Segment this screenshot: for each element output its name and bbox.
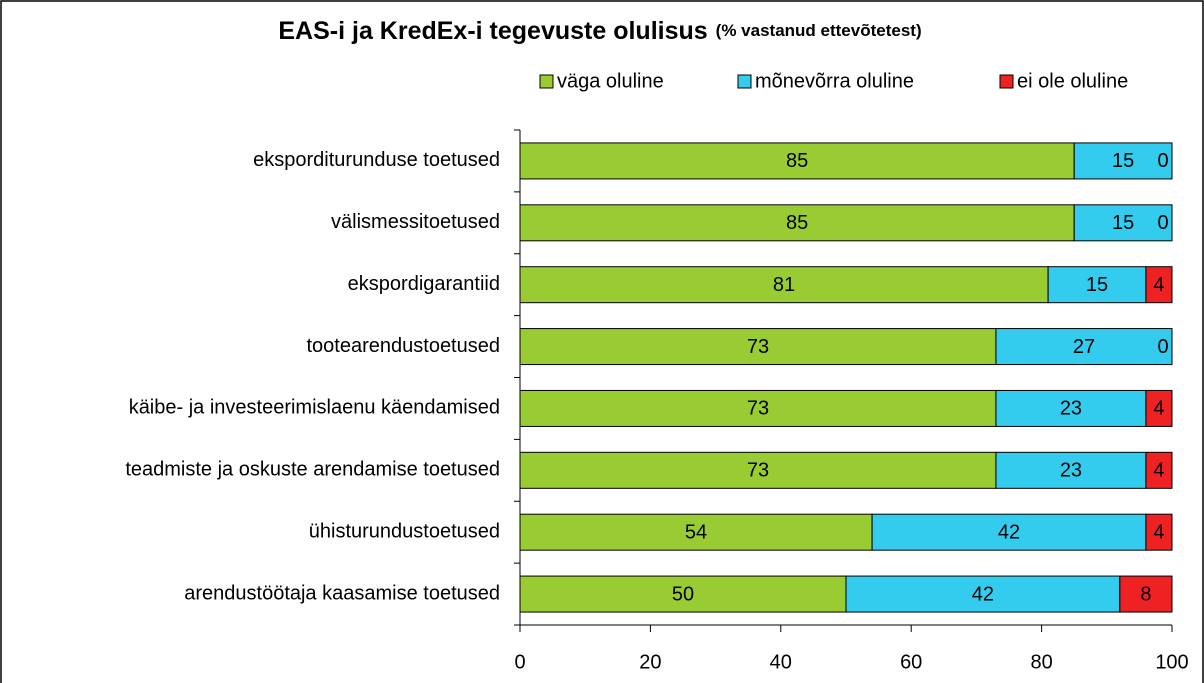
y-tick-label: eksporditurunduse toetused bbox=[253, 149, 500, 171]
bar-segment bbox=[1145, 389, 1173, 427]
x-tick-label: 20 bbox=[639, 651, 661, 673]
bar-segment bbox=[1145, 513, 1173, 551]
x-tick-label: 80 bbox=[1030, 651, 1052, 673]
data-label: 42 bbox=[998, 521, 1020, 543]
legend-swatch bbox=[737, 74, 752, 89]
bar-segment bbox=[519, 451, 997, 489]
legend-label: väga oluline bbox=[557, 70, 664, 92]
data-label: 73 bbox=[747, 460, 769, 482]
data-label: 27 bbox=[1073, 336, 1095, 358]
bar-segment bbox=[1119, 575, 1173, 613]
y-tick-label: ühisturundustoetused bbox=[309, 520, 500, 542]
data-label: 4 bbox=[1153, 460, 1164, 482]
bar-segment bbox=[995, 328, 1173, 366]
bar-segment bbox=[1073, 204, 1173, 242]
data-label: 23 bbox=[1060, 398, 1082, 420]
data-label: 4 bbox=[1153, 274, 1164, 296]
data-label: 4 bbox=[1153, 521, 1164, 543]
data-label: 0 bbox=[1157, 336, 1168, 358]
data-label: 85 bbox=[786, 212, 808, 234]
data-label: 73 bbox=[747, 336, 769, 358]
bar-segment bbox=[845, 575, 1121, 613]
data-label: 81 bbox=[773, 274, 795, 296]
legend-swatch bbox=[539, 74, 554, 89]
data-label: 23 bbox=[1060, 460, 1082, 482]
data-label: 85 bbox=[786, 150, 808, 172]
legend-label: ei ole oluline bbox=[1017, 70, 1128, 92]
legend-label: mõnevõrra oluline bbox=[755, 70, 914, 92]
y-tick-label: ekspordigarantiid bbox=[348, 273, 500, 295]
bar-segment bbox=[519, 575, 847, 613]
y-tick-label: teadmiste ja oskuste arendamise toetused bbox=[125, 459, 500, 481]
data-label: 4 bbox=[1153, 398, 1164, 420]
data-label: 0 bbox=[1157, 150, 1168, 172]
y-tick-label: käibe- ja investeerimislaenu käendamised bbox=[129, 397, 500, 419]
bar-segment bbox=[519, 204, 1075, 242]
data-label: 73 bbox=[747, 398, 769, 420]
chart-title-group: EAS-i ja KredEx-i tegevuste olulisus (% v… bbox=[278, 17, 921, 45]
chart-subtitle: (% vastanud ettevõtetest) bbox=[716, 21, 922, 40]
bar-segment bbox=[519, 389, 997, 427]
data-label: 42 bbox=[972, 583, 994, 605]
data-label: 0 bbox=[1157, 212, 1168, 234]
bar-segment bbox=[1145, 451, 1173, 489]
legend-swatch bbox=[999, 74, 1014, 89]
x-tick-label: 40 bbox=[770, 651, 792, 673]
data-label: 50 bbox=[672, 583, 694, 605]
bar-segment bbox=[1047, 266, 1147, 304]
chart-title: EAS-i ja KredEx-i tegevuste olulisus bbox=[278, 17, 707, 45]
y-tick-label: arendustöötaja kaasamise toetused bbox=[184, 582, 500, 604]
bar-segment bbox=[995, 389, 1147, 427]
data-label: 15 bbox=[1086, 274, 1108, 296]
x-tick-label: 60 bbox=[900, 651, 922, 673]
data-label: 8 bbox=[1140, 583, 1151, 605]
x-tick-label: 0 bbox=[514, 651, 525, 673]
data-label: 15 bbox=[1112, 150, 1134, 172]
data-label: 54 bbox=[685, 521, 707, 543]
bar-segment bbox=[519, 142, 1075, 180]
y-tick-label: tootearendustoetused bbox=[307, 335, 501, 357]
y-tick-label: välismessitoetused bbox=[331, 211, 500, 233]
bar-segment bbox=[1145, 266, 1173, 304]
x-tick-label: 100 bbox=[1155, 651, 1188, 673]
bar-segment bbox=[1073, 142, 1173, 180]
bar-segment bbox=[995, 451, 1147, 489]
data-label: 15 bbox=[1112, 212, 1134, 234]
